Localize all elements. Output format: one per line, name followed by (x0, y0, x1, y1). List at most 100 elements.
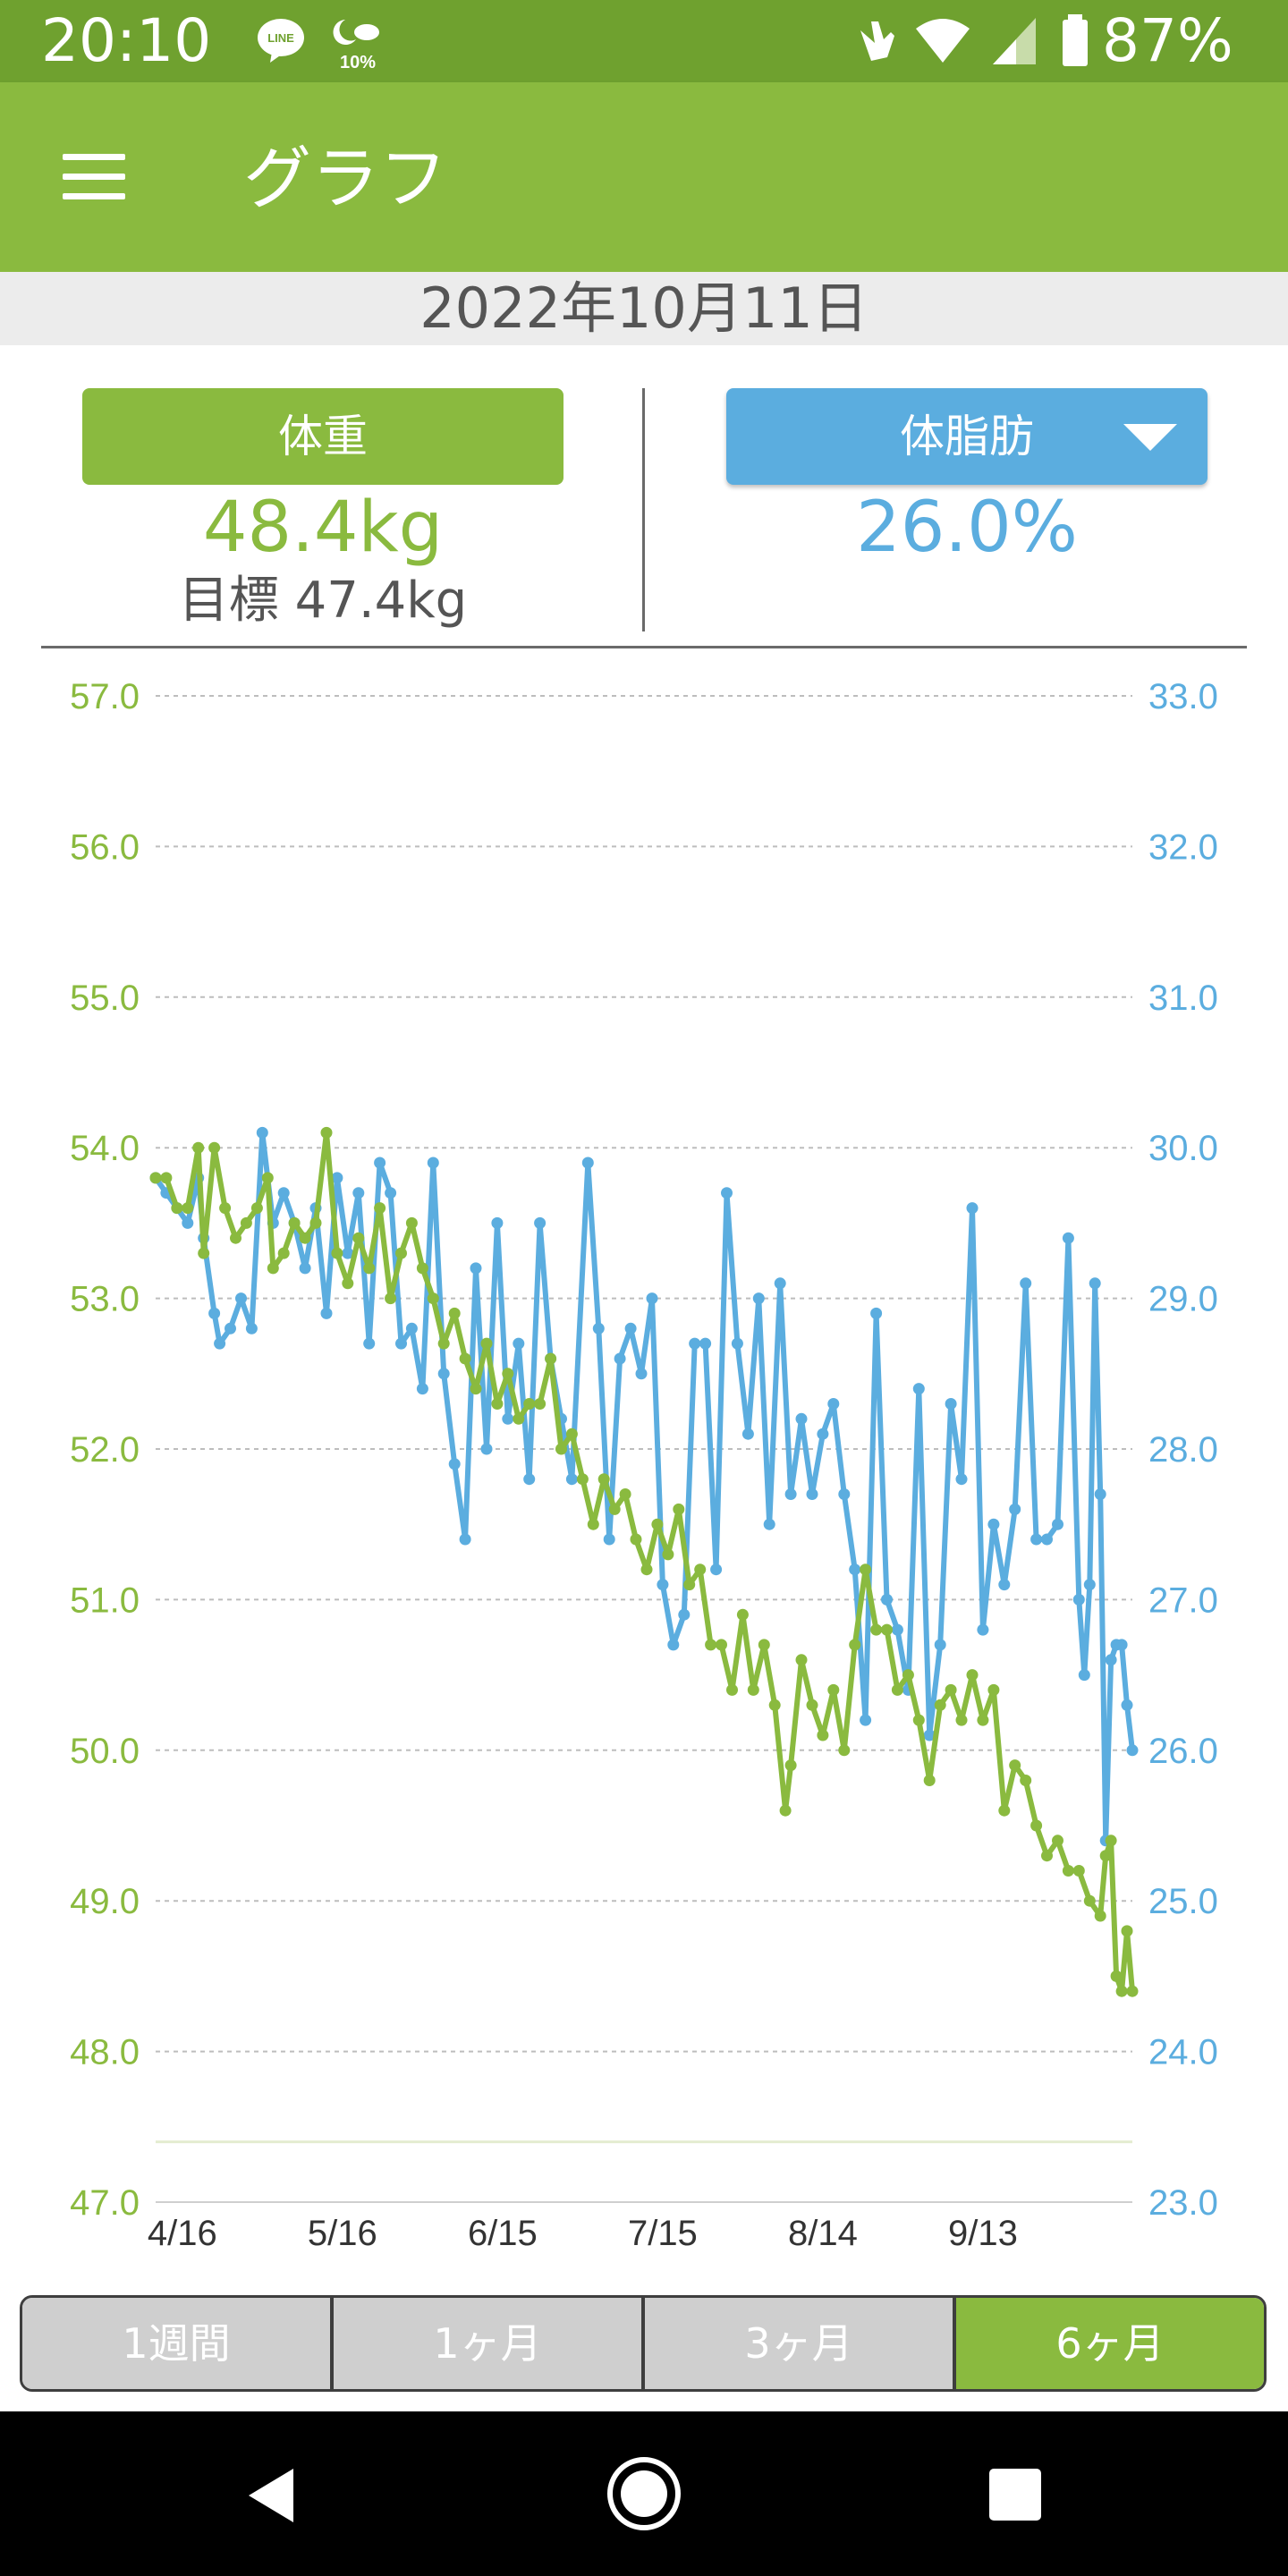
fat-point (966, 1202, 979, 1215)
weight-point (502, 1368, 514, 1380)
tab-6-months[interactable]: 6ヶ月 (956, 2298, 1264, 2389)
fat-point (581, 1157, 594, 1169)
y-right-tick-label: 29.0 (1148, 1280, 1218, 1319)
weight-point (171, 1202, 183, 1215)
fat-point (208, 1307, 221, 1319)
weight-point (1105, 1835, 1117, 1847)
fat-point (1009, 1503, 1021, 1515)
weight-point (1009, 1759, 1021, 1772)
weight-point (998, 1804, 1011, 1817)
weight-point (683, 1579, 696, 1591)
weight-point (934, 1699, 946, 1711)
weight-point (437, 1337, 450, 1350)
fat-point (827, 1398, 840, 1410)
fat-point (955, 1473, 968, 1486)
weight-point (597, 1473, 610, 1486)
fat-point (299, 1262, 311, 1275)
fat-point (838, 1488, 851, 1500)
body-fat-dropdown[interactable]: 体脂肪 (726, 388, 1208, 485)
weight-point (261, 1172, 274, 1184)
fat-point (342, 1247, 354, 1259)
home-icon[interactable] (595, 2411, 693, 2576)
weight-point (891, 1683, 903, 1696)
fat-point (699, 1337, 712, 1350)
weight-point (545, 1352, 557, 1365)
weight-point (768, 1699, 781, 1711)
weight-point (1052, 1835, 1063, 1847)
header-divider (41, 646, 1247, 648)
weight-point (459, 1352, 471, 1365)
fat-point (256, 1126, 268, 1139)
weight-point (565, 1428, 578, 1440)
fat-point (667, 1639, 680, 1651)
tab-1-month[interactable]: 1ヶ月 (334, 2298, 645, 2389)
fat-point (635, 1368, 648, 1380)
weight-point (363, 1262, 376, 1275)
weight-point (374, 1202, 386, 1215)
fat-point (225, 1322, 236, 1335)
weight-point (736, 1608, 749, 1621)
recents-icon[interactable] (966, 2411, 1064, 2576)
triangle-down-icon (1123, 424, 1177, 451)
weight-point (784, 1759, 797, 1772)
fat-point (374, 1157, 386, 1169)
x-tick-label: 7/15 (628, 2214, 698, 2253)
tab-3-months[interactable]: 3ヶ月 (645, 2298, 956, 2389)
weight-point (945, 1683, 957, 1696)
fat-point (1126, 1744, 1139, 1757)
y-right-tick-label: 27.0 (1148, 1580, 1218, 1620)
fat-point (395, 1337, 407, 1350)
fat-point (1121, 1699, 1133, 1711)
weight-point (955, 1714, 968, 1726)
fat-point (1115, 1639, 1128, 1651)
weight-point (1121, 1925, 1133, 1937)
fat-point (448, 1458, 461, 1470)
weight-point (587, 1518, 599, 1530)
weight-point (555, 1443, 567, 1455)
weight-point (198, 1247, 210, 1259)
weight-point (1072, 1865, 1085, 1877)
fat-point (945, 1398, 957, 1410)
weight-point (385, 1292, 397, 1305)
weight-point (427, 1292, 439, 1305)
hamburger-menu-icon[interactable] (59, 154, 131, 200)
weight-button[interactable]: 体重 (82, 388, 564, 485)
weight-point (806, 1699, 818, 1711)
range-tabs: 1週間 1ヶ月 3ヶ月 6ヶ月 (20, 2295, 1267, 2392)
fat-point (934, 1639, 946, 1651)
weight-point (1110, 1970, 1123, 1982)
tab-1-week[interactable]: 1週間 (22, 2298, 334, 2389)
fat-point (416, 1383, 428, 1395)
fat-point (795, 1412, 808, 1425)
fat-point (1062, 1232, 1074, 1244)
fat-point (1105, 1654, 1117, 1666)
weight-point (288, 1216, 301, 1229)
y-right-tick-label: 28.0 (1148, 1430, 1218, 1470)
fat-point (624, 1322, 637, 1335)
weight-point (619, 1488, 631, 1500)
fat-point (678, 1608, 691, 1621)
fat-point (987, 1518, 1000, 1530)
x-tick-label: 8/14 (788, 2214, 858, 2253)
y-right-tick-label: 32.0 (1148, 827, 1218, 867)
weight-point (705, 1639, 717, 1651)
line-icon: LINE (258, 19, 304, 63)
fat-point (849, 1563, 861, 1576)
y-right-tick-label: 30.0 (1148, 1129, 1218, 1168)
weight-point (395, 1247, 407, 1259)
weight-point (352, 1232, 365, 1244)
weight-point (1062, 1865, 1074, 1877)
x-tick-label: 5/16 (308, 2214, 377, 2253)
navigation-bar (0, 2411, 1288, 2576)
fat-point (1041, 1533, 1053, 1546)
fat-point (860, 1714, 872, 1726)
fat-point (998, 1579, 1011, 1591)
back-icon[interactable] (224, 2411, 322, 2576)
weight-point (838, 1744, 851, 1757)
weight-point (662, 1548, 674, 1561)
y-right-tick-label: 31.0 (1148, 979, 1218, 1018)
fat-point (646, 1292, 658, 1305)
battery-percent: 87% (1102, 6, 1233, 75)
fat-point (405, 1322, 418, 1335)
weight-point (758, 1639, 770, 1651)
